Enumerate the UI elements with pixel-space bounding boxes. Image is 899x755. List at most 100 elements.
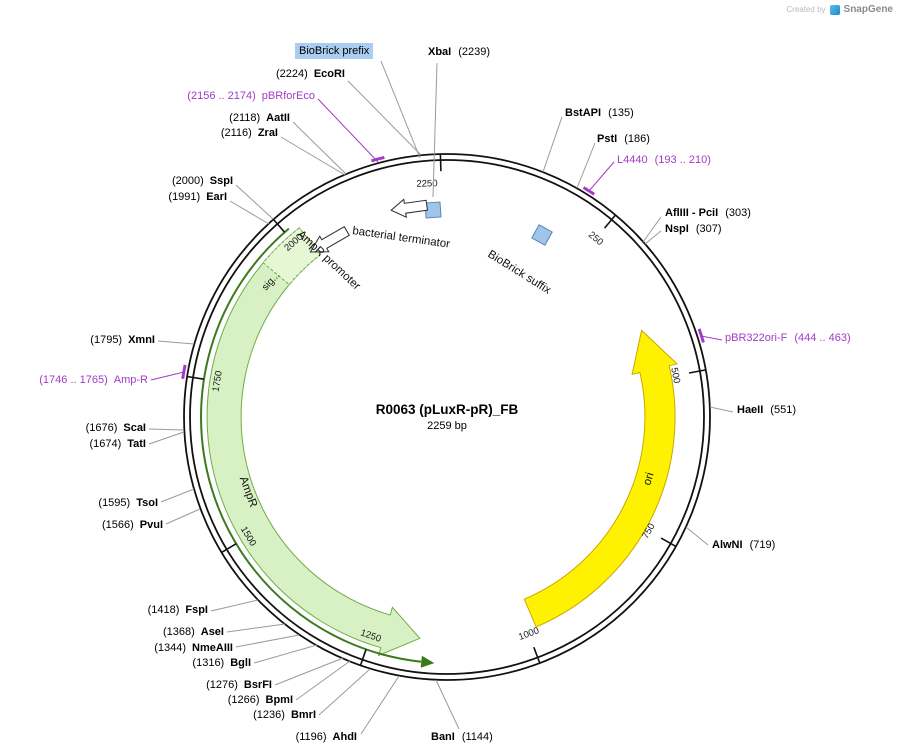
feature-label-ori[interactable]: ori [641,471,656,487]
site-pos: (307) [695,223,722,235]
primer-name: pBR322ori-F [725,332,788,344]
ampr-cds-arrow-line[interactable] [200,227,435,668]
site-label-bani[interactable]: BanI (1144) [431,730,493,744]
watermark-brand: SnapGene [843,4,893,15]
site-name: ScaI [123,422,146,434]
feature-label-bacterial-terminator[interactable]: bacterial terminator [352,225,451,251]
site-label-haeii[interactable]: HaeII (551) [737,403,796,417]
site-pos: (2000) [171,175,204,187]
site-pos: (1276) [206,679,238,691]
terminator-arrow[interactable] [390,196,429,219]
snapgene-logo-icon [829,4,840,15]
site-label-zrai[interactable]: (2116) ZraI [221,126,278,140]
site-pos: (1676) [85,422,118,434]
site-name: BglI [230,657,251,669]
ampr-promoter-arrow[interactable] [306,223,351,260]
site-name: PstI [597,133,618,145]
primer-label-pbr322ori-f[interactable]: pBR322ori-F (444 .. 463) [725,331,851,345]
site-name: TatI [127,438,146,450]
site-name: BsrFI [243,679,272,691]
site-name: BpmI [265,694,294,706]
site-label-scai[interactable]: (1676) ScaI [86,421,146,435]
site-pos: (1674) [89,438,122,450]
position-ticks [186,154,706,666]
primer-name: Amp-R [113,374,148,386]
sig-peptide-segment[interactable] [262,227,321,286]
site-name: XmnI [128,334,155,346]
tick-label-2250: 2250 [416,178,437,190]
feature-label-biobrick-prefix[interactable]: BioBrick prefix [295,43,374,59]
site-name: NspI [665,223,689,235]
site-label-tati[interactable]: (1674) TatI [89,437,146,451]
site-label-bstapi[interactable]: BstAPI (135) [565,106,634,120]
site-label-ahdi[interactable]: (1196) AhdI [296,730,357,744]
site-label-bpmi[interactable]: (1266) BpmI [228,693,293,707]
site-label-pvui[interactable]: (1566) PvuI [102,518,163,532]
site-pos: (1795) [90,334,123,346]
site-label-xbai[interactable]: XbaI (2239) [428,45,490,59]
site-name: BstAPI [565,107,602,119]
site-pos: (1236) [253,709,285,721]
primer-label-amp-r[interactable]: (1746 .. 1765) Amp-R [39,373,148,387]
site-pos: (1595) [98,497,131,509]
primer-label-pbrforeco[interactable]: (2156 .. 2174) pBRforEco [187,89,315,103]
tick-label-500: 500 [668,367,682,385]
site-label-psti[interactable]: PstI (186) [597,132,650,146]
site-label-asei[interactable]: (1368) AseI [163,625,224,639]
tick-label-1750: 1750 [211,370,225,393]
site-name: AatII [266,112,290,124]
ampr-feature-arrow[interactable] [206,227,421,657]
site-label-sspi[interactable]: (2000) SspI [172,174,233,188]
site-pos: (551) [770,404,796,416]
site-pos: (1316) [192,657,225,669]
site-pos: (1266) [227,694,260,706]
site-label-xmni[interactable]: (1795) XmnI [90,333,155,347]
site-pos: (186) [624,133,650,145]
site-name: EarI [206,191,227,203]
site-label-tsoi[interactable]: (1595) TsoI [98,496,158,510]
site-label-alwni[interactable]: AlwNI (719) [712,538,775,552]
primer-pos: (193 .. 210) [654,154,711,166]
tick-label-1000: 1000 [517,625,541,643]
plasmid-backbone-ring [183,153,711,681]
plasmid-title: R0063 (pLuxR-pR)_FB [375,402,519,417]
site-pos: (1566) [101,519,134,531]
tick-label-250: 250 [586,230,605,249]
site-pos: (1196) [295,731,327,743]
site-label-bgli[interactable]: (1316) BglI [192,656,251,670]
site-label-nmeaiii[interactable]: (1344) NmeAIII [154,641,233,655]
feature-label-text: BioBrick prefix [299,45,370,57]
site-label-nspi[interactable]: NspI (307) [665,222,722,236]
site-pos: (303) [725,207,751,219]
site-name: FspI [185,604,208,616]
primer-label-l4440[interactable]: L4440 (193 .. 210) [617,153,711,167]
biobrick-suffix-box[interactable] [531,224,553,246]
site-pos: (1144) [461,731,493,743]
primer-connector-lines [150,98,723,381]
site-name: HaeII [737,404,764,416]
site-pos: (2224) [276,68,308,80]
site-label-bsrfi[interactable]: (1276) BsrFI [206,678,272,692]
site-pos: (1344) [154,642,187,654]
watermark-created-by: Created by [786,5,826,14]
site-pos: (1991) [168,191,201,203]
ori-feature-arrow[interactable] [523,329,679,628]
site-name: BmrI [290,709,316,721]
site-name: PvuI [139,519,163,531]
site-name: ZraI [257,127,278,139]
site-label-afliii-pcii[interactable]: AflIII - PciI (303) [665,206,751,220]
site-name: NmeAIII [192,642,233,654]
site-label-eari[interactable]: (1991) EarI [168,190,227,204]
site-label-aatii[interactable]: (2118) AatII [229,111,290,125]
watermark: Created by SnapGene [786,4,893,15]
site-label-ecori[interactable]: (2224) EcoRI [276,67,345,81]
site-label-bmri[interactable]: (1236) BmrI [253,708,316,722]
site-label-fspi[interactable]: (1418) FspI [148,603,208,617]
connector-lines [148,60,734,735]
site-name: BanI [431,731,455,743]
site-pos: (2116) [220,127,252,139]
primer-name: L4440 [617,154,648,166]
feature-label-biobrick-suffix[interactable]: BioBrick suffix [485,248,553,296]
